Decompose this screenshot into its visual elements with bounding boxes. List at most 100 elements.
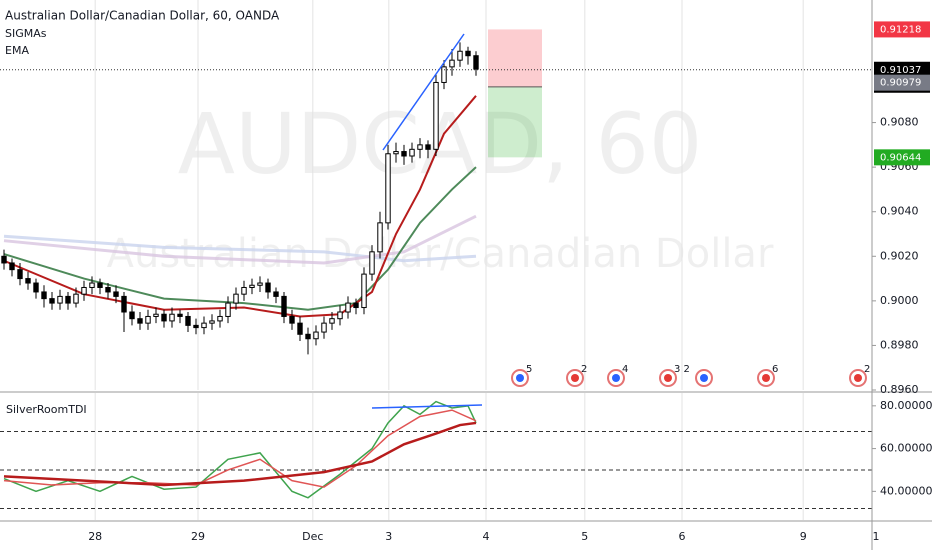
- candle-body: [177, 313, 183, 317]
- candle-body: [385, 153, 391, 224]
- event-count: 3 2: [674, 364, 690, 375]
- candle-body: [49, 298, 55, 304]
- legend-item: EMA: [5, 44, 29, 57]
- price-tag-label: 0.90644: [880, 152, 921, 163]
- event-flag-core: [664, 374, 672, 382]
- y-tick-label: 0.9020: [880, 249, 919, 262]
- y-tick-label: 0.9040: [880, 205, 919, 218]
- trend-line: [382, 33, 465, 151]
- candle-body: [33, 282, 39, 293]
- candle-body: [329, 318, 335, 324]
- candle-body: [265, 282, 271, 293]
- candle-body: [121, 295, 127, 313]
- candle-body: [201, 322, 207, 329]
- event-icon: [757, 369, 775, 387]
- candle-body: [281, 295, 287, 317]
- event-count: 4: [622, 364, 628, 375]
- candle-body: [433, 81, 439, 150]
- candle-body: [409, 148, 415, 157]
- candle-body: [185, 315, 191, 326]
- candle-body: [425, 144, 431, 150]
- candle-body: [57, 295, 63, 304]
- candle-body: [313, 331, 319, 340]
- price-tag: [874, 21, 930, 38]
- candle-body: [153, 313, 159, 317]
- indicator-line: [3, 400, 477, 499]
- indicator-line: [3, 421, 477, 487]
- position-stop: [488, 29, 542, 87]
- price-tag-label: 0.90979: [880, 78, 921, 89]
- x-tick-label: Dec: [302, 530, 323, 543]
- event-icon: [849, 369, 867, 387]
- position-target: [488, 86, 542, 158]
- candle-body: [1, 255, 7, 264]
- trend-line: [371, 404, 483, 409]
- candle-body: [241, 286, 247, 295]
- x-tick-label: 1: [873, 530, 880, 543]
- candle-body: [9, 262, 15, 271]
- event-count: 2: [864, 364, 870, 375]
- price-tag: [874, 61, 930, 78]
- y-tick-label: 0.9080: [880, 116, 919, 129]
- event-flag-core: [700, 374, 708, 382]
- event-flag-core: [762, 374, 770, 382]
- event-icon: [511, 369, 529, 387]
- overlay-line: [3, 234, 477, 263]
- y-tick-label: 80.00000: [880, 399, 932, 412]
- event-count: 2: [581, 364, 587, 375]
- candle-body: [65, 295, 71, 304]
- candle-body: [369, 251, 375, 275]
- event-flag-core: [571, 374, 579, 382]
- overlay-line: [3, 214, 477, 265]
- candle-body: [465, 50, 471, 57]
- candle-body: [145, 315, 151, 324]
- candle-body: [361, 273, 367, 309]
- x-tick-label: 6: [679, 530, 686, 543]
- candle-body: [113, 291, 119, 297]
- candle-body: [161, 313, 167, 322]
- overlay-line: [3, 166, 477, 311]
- candle-body: [73, 293, 79, 304]
- candle-body: [457, 50, 463, 61]
- legend-item: SIGMAs: [5, 27, 47, 40]
- x-tick-label: 5: [581, 530, 588, 543]
- price-tag-label: 0.91037: [880, 65, 921, 76]
- y-tick-label: 40.00000: [880, 484, 932, 497]
- candle-body: [449, 59, 455, 68]
- watermark: Australian Dollar/Canadian Dollar: [107, 231, 774, 277]
- candle-body: [217, 315, 223, 322]
- event-icon: [695, 369, 713, 387]
- candle-body: [225, 302, 231, 317]
- x-tick-label: 9: [800, 530, 807, 543]
- x-tick-label: 28: [88, 530, 102, 543]
- candle-body: [129, 311, 135, 320]
- candle-body: [401, 151, 407, 157]
- event-flag-core: [612, 374, 620, 382]
- y-tick-label: 60.00000: [880, 442, 932, 455]
- x-tick-label: 29: [191, 530, 205, 543]
- candle-body: [289, 315, 295, 324]
- candle-body: [193, 324, 199, 329]
- indicator-title: SilverRoomTDI: [6, 403, 87, 416]
- candle-body: [17, 269, 23, 280]
- candle-body: [345, 302, 351, 313]
- event-icon: [566, 369, 584, 387]
- candle-body: [353, 302, 359, 309]
- event-count: 6: [772, 364, 778, 375]
- price-tag-label: 0.91218: [880, 24, 921, 35]
- candle-body: [105, 286, 111, 293]
- event-count: 5: [526, 364, 532, 375]
- candle-body: [257, 282, 263, 286]
- candle-body: [393, 151, 399, 155]
- candle-body: [305, 333, 311, 340]
- plot: [0, 0, 872, 520]
- event-icon: [607, 369, 625, 387]
- candle-body: [321, 322, 327, 333]
- candle-body: [25, 278, 31, 284]
- candle-body: [297, 322, 303, 335]
- candle-body: [337, 311, 343, 320]
- candle-body: [169, 313, 175, 322]
- candle-body: [41, 291, 47, 300]
- candle-body: [249, 284, 255, 288]
- event-icon: [659, 369, 677, 387]
